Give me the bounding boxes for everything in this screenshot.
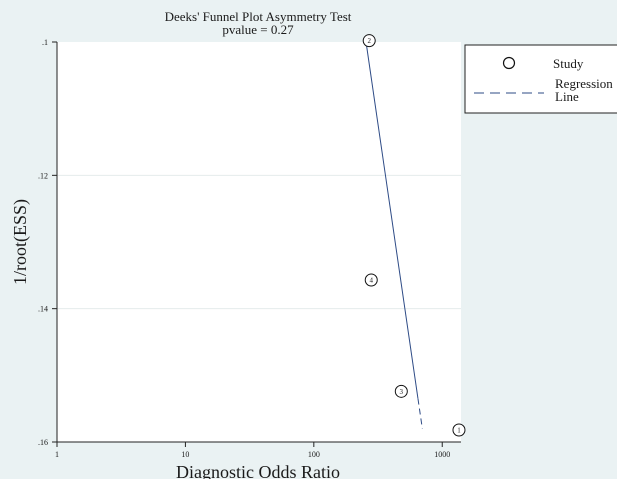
y-tick-label: .1	[42, 38, 48, 47]
plot-area	[57, 42, 461, 442]
study-point-2	[362, 34, 376, 48]
regression-line-solid	[365, 41, 419, 399]
study-point-label-2: 2	[367, 37, 371, 45]
legend-study-label: Study	[553, 56, 584, 71]
study-point-1	[452, 423, 466, 437]
x-tick-label: 100	[308, 450, 320, 459]
legend-regression-label-line1: Regression	[555, 76, 613, 91]
study-point-4	[364, 273, 378, 287]
legend-box	[464, 44, 617, 114]
legend: Study Regression Line	[464, 44, 617, 114]
legend-regression-label-line2: Line	[555, 89, 579, 104]
x-axis-label: Diagnostic Odds Ratio	[176, 462, 340, 479]
x-tick-label: 10	[181, 450, 189, 459]
study-point-label-3: 3	[400, 388, 404, 396]
y-tick-label: .12	[38, 171, 48, 180]
x-tick-label: 1000	[434, 450, 450, 459]
chart-subtitle: pvalue = 0.27	[222, 22, 294, 37]
y-tick-label: .16	[38, 438, 48, 447]
chart-title: Deeks' Funnel Plot Asymmetry Test	[165, 9, 352, 24]
study-point-3	[394, 384, 408, 398]
x-tick-label: 1	[55, 450, 59, 459]
study-point-label-4: 4	[369, 277, 373, 285]
y-tick-label: .14	[38, 305, 48, 314]
y-axis-label: 1/root(ESS)	[10, 199, 31, 285]
study-point-label-1: 1	[457, 427, 461, 435]
regression-line-dashed	[417, 398, 423, 429]
legend-study-marker	[502, 56, 516, 70]
